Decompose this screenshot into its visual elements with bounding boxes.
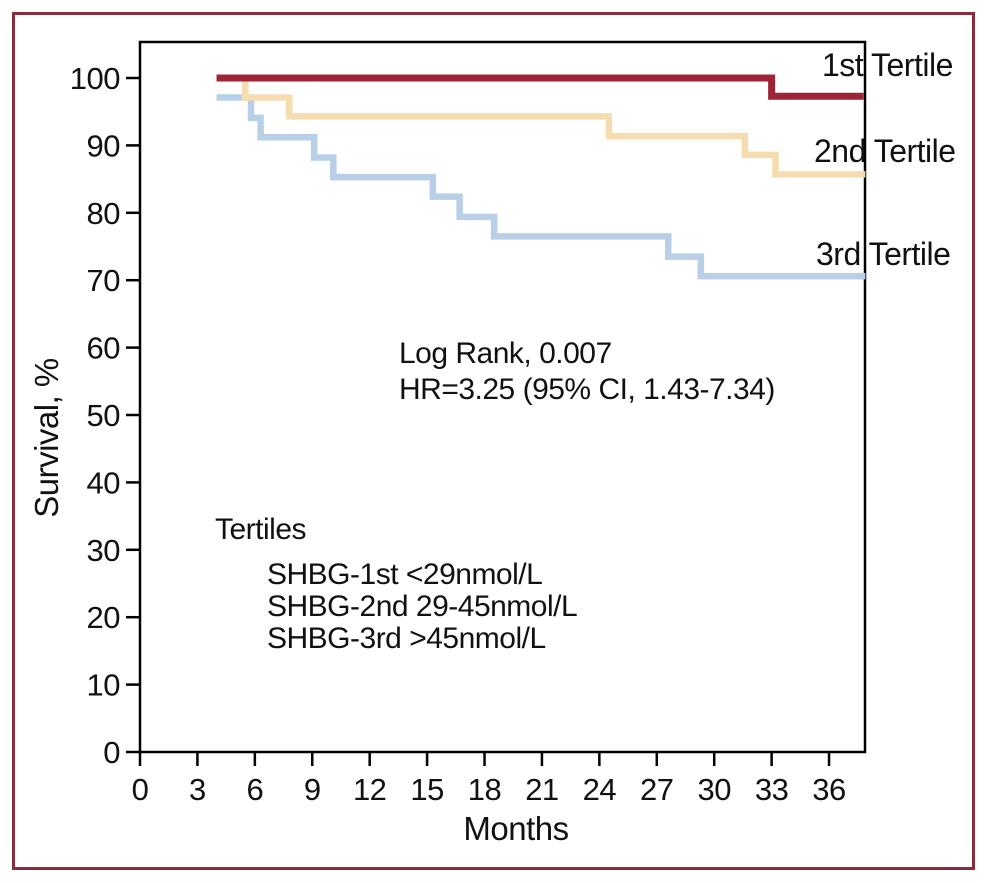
x-axis-ticks: 0 3 6 9 12 15 18 21 24 27 30 33 36: [132, 753, 846, 807]
legend-title: Tertiles: [215, 513, 306, 546]
y-axis-title: Survival, %: [28, 358, 65, 518]
x-tick-label: 21: [525, 772, 558, 807]
hazard-ratio-annotation: HR=3.25 (95% CI, 1.43-7.34): [399, 373, 775, 406]
curve-label-3rd-tertile: 3rd Tertile: [816, 236, 950, 272]
figure-border: [12, 12, 975, 870]
y-tick-label: 70: [87, 263, 121, 298]
legend-item-2nd: SHBG-2nd 29-45nmol/L: [267, 590, 577, 623]
logrank-annotation: Log Rank, 0.007: [399, 337, 612, 370]
y-tick-label: 0: [103, 735, 120, 770]
curve-2nd-tertile: [216, 74, 866, 178]
curve-3rd-tertile: [216, 94, 866, 280]
x-tick-label: 12: [353, 772, 386, 807]
x-axis-title: Months: [463, 810, 568, 847]
y-tick-label: 80: [87, 196, 121, 231]
y-tick-label: 10: [87, 668, 121, 703]
x-tick-label: 36: [812, 772, 845, 807]
curve-1st-tertile: [216, 74, 864, 100]
x-tick-label: 15: [410, 772, 443, 807]
y-tick-label: 30: [87, 533, 121, 568]
y-tick-label: 60: [87, 331, 121, 366]
curve-label-2nd-tertile: 2nd Tertile: [814, 133, 956, 169]
legend-item-3rd: SHBG-3rd >45nmol/L: [267, 622, 546, 655]
x-tick-label: 0: [132, 772, 149, 807]
plot-area-frame: [138, 40, 867, 754]
x-tick-label: 30: [697, 772, 731, 807]
x-tick-label: 3: [189, 772, 206, 807]
y-tick-label: 50: [87, 398, 121, 433]
x-tick-label: 6: [246, 772, 263, 807]
y-tick-label: 90: [87, 128, 121, 163]
y-tick-label: 100: [70, 61, 120, 96]
x-tick-label: 18: [468, 772, 501, 807]
survival-curves: [216, 74, 866, 280]
x-tick-label: 27: [640, 772, 673, 807]
x-tick-label: 24: [583, 772, 617, 807]
x-tick-label: 9: [304, 772, 321, 807]
y-tick-label: 40: [87, 465, 121, 500]
curve-label-1st-tertile: 1st Tertile: [822, 47, 953, 83]
y-tick-label: 20: [87, 600, 121, 635]
y-axis-ticks: 0 10 20 30 40 50 60 70 80 90 100: [70, 61, 139, 770]
x-tick-label: 33: [755, 772, 788, 807]
legend-item-1st: SHBG-1st <29nmol/L: [267, 558, 542, 591]
